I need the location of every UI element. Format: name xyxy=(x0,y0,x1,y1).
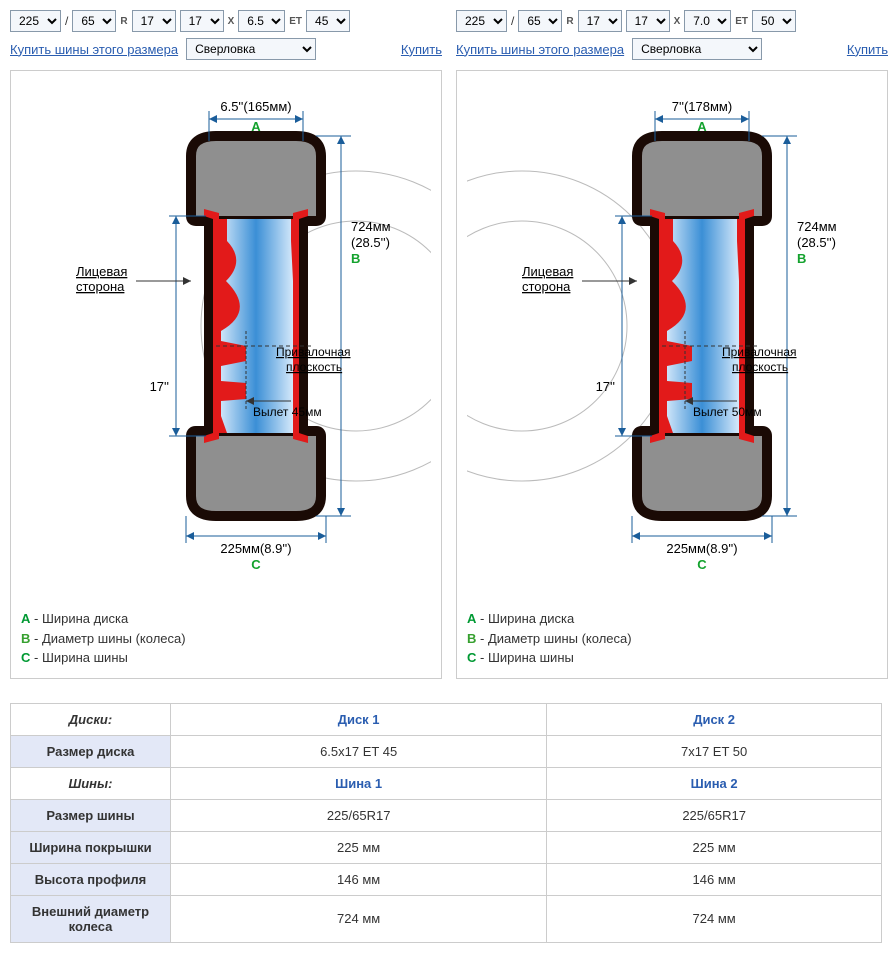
legend: A - Ширина диска B - Диаметр шины (колес… xyxy=(21,609,431,668)
c-marker: C xyxy=(251,557,261,572)
svg-text:(28.5''): (28.5'') xyxy=(797,235,836,250)
action-row: Купить шины этого размера Сверловка Купи… xyxy=(456,38,888,60)
row-outer-diameter: Внешний диаметр колеса xyxy=(11,895,171,942)
separator: / xyxy=(65,14,68,28)
cell: 146 мм xyxy=(171,863,547,895)
tire-wheel-selectors: 225 / 65 R 17 17 X 7.0 ET 50 xyxy=(456,10,888,32)
drill-select[interactable]: Сверловка xyxy=(632,38,762,60)
tires-header: Шины: xyxy=(11,767,171,799)
buy-tires-link[interactable]: Купить шины этого размера xyxy=(10,42,178,57)
svg-text:Вылет 50мм: Вылет 50мм xyxy=(693,405,762,419)
cell: 7x17 ET 50 xyxy=(547,735,882,767)
wheel-width-select[interactable]: 6.5 xyxy=(238,10,285,32)
right-dim-mm: 724мм xyxy=(351,219,391,234)
svg-text:17'': 17'' xyxy=(596,379,615,394)
left-dim: 17'' xyxy=(150,379,169,394)
tire-wheel-selectors: 225 / 65 R 17 17 X 6.5 ET 45 xyxy=(10,10,442,32)
b-marker: B xyxy=(351,251,360,266)
svg-text:B: B xyxy=(797,251,806,266)
cell: 724 мм xyxy=(171,895,547,942)
tire-aspect-select[interactable]: 65 xyxy=(518,10,562,32)
tire-diam-select[interactable]: 17 xyxy=(578,10,622,32)
cell: 6.5x17 ET 45 xyxy=(171,735,547,767)
face-side-line1: Лицевая xyxy=(76,264,127,279)
row-profile-height: Высота профиля xyxy=(11,863,171,895)
diagram-box-1: 6.5''(165мм) A 724мм (28.5'') B 17'' xyxy=(10,70,442,679)
tire-width-select[interactable]: 225 xyxy=(456,10,507,32)
svg-text:A: A xyxy=(697,119,707,134)
x-label: X xyxy=(228,16,235,27)
col-wheel-2: Диск 2 xyxy=(547,703,882,735)
offset-label: Вылет 45мм xyxy=(253,405,322,419)
tire-width-select[interactable]: 225 xyxy=(10,10,61,32)
tire-diam-select[interactable]: 17 xyxy=(132,10,176,32)
r-label: R xyxy=(120,16,127,27)
row-wheel-size: Размер диска xyxy=(11,735,171,767)
cell: 225 мм xyxy=(547,831,882,863)
buy-tires-link[interactable]: Купить шины этого размера xyxy=(456,42,624,57)
bottom-dim: 225мм(8.9'') xyxy=(220,541,291,556)
r-label: R xyxy=(566,16,573,27)
wheel-width-select[interactable]: 7.0 xyxy=(684,10,731,32)
wheel-et-select[interactable]: 50 xyxy=(752,10,796,32)
drill-select[interactable]: Сверловка xyxy=(186,38,316,60)
top-dim-label: 7''(178мм) xyxy=(672,99,732,114)
diagram-box-2: 7''(178мм) A 724мм (28.5'') B 17'' Лицев… xyxy=(456,70,888,679)
action-row: Купить шины этого размера Сверловка Купи… xyxy=(10,38,442,60)
wheel-diam-select[interactable]: 17 xyxy=(626,10,670,32)
mount-plane-l1: Привалочная xyxy=(276,345,351,359)
cell: 225/65R17 xyxy=(547,799,882,831)
row-tire-size: Размер шины xyxy=(11,799,171,831)
x-label: X xyxy=(674,16,681,27)
row-tire-width: Ширина покрышки xyxy=(11,831,171,863)
wheel-diagram-1: 6.5''(165мм) A 724мм (28.5'') B 17'' xyxy=(21,81,431,601)
buy-link[interactable]: Купить xyxy=(847,42,888,57)
wheel-diagram-2: 7''(178мм) A 724мм (28.5'') B 17'' Лицев… xyxy=(467,81,877,601)
col-wheel-1: Диск 1 xyxy=(171,703,547,735)
buy-link[interactable]: Купить xyxy=(401,42,442,57)
col-tire-1: Шина 1 xyxy=(171,767,547,799)
svg-text:Лицевая: Лицевая xyxy=(522,264,573,279)
top-dim-label: 6.5''(165мм) xyxy=(220,99,291,114)
panel-1: 225 / 65 R 17 17 X 6.5 ET 45 Купить шины… xyxy=(10,10,442,679)
comparison-table: Диски: Диск 1 Диск 2 Размер диска 6.5x17… xyxy=(10,703,882,943)
cell: 225/65R17 xyxy=(171,799,547,831)
a-marker: A xyxy=(251,119,261,134)
separator: / xyxy=(511,14,514,28)
face-side-line2: сторона xyxy=(76,279,125,294)
svg-text:724мм: 724мм xyxy=(797,219,837,234)
wheels-header: Диски: xyxy=(11,703,171,735)
svg-text:Привалочная: Привалочная xyxy=(722,345,797,359)
svg-text:C: C xyxy=(697,557,707,572)
right-dim-in: (28.5'') xyxy=(351,235,390,250)
wheel-et-select[interactable]: 45 xyxy=(306,10,350,32)
svg-text:плоскость: плоскость xyxy=(732,360,788,374)
col-tire-2: Шина 2 xyxy=(547,767,882,799)
cell: 724 мм xyxy=(547,895,882,942)
mount-plane-l2: плоскость xyxy=(286,360,342,374)
et-label: ET xyxy=(289,16,302,27)
et-label: ET xyxy=(735,16,748,27)
svg-text:сторона: сторона xyxy=(522,279,571,294)
legend: A - Ширина диска B - Диаметр шины (колес… xyxy=(467,609,877,668)
wheel-diam-select[interactable]: 17 xyxy=(180,10,224,32)
cell: 225 мм xyxy=(171,831,547,863)
tire-aspect-select[interactable]: 65 xyxy=(72,10,116,32)
svg-text:225мм(8.9''): 225мм(8.9'') xyxy=(666,541,737,556)
panel-2: 225 / 65 R 17 17 X 7.0 ET 50 Купить шины… xyxy=(456,10,888,679)
cell: 146 мм xyxy=(547,863,882,895)
